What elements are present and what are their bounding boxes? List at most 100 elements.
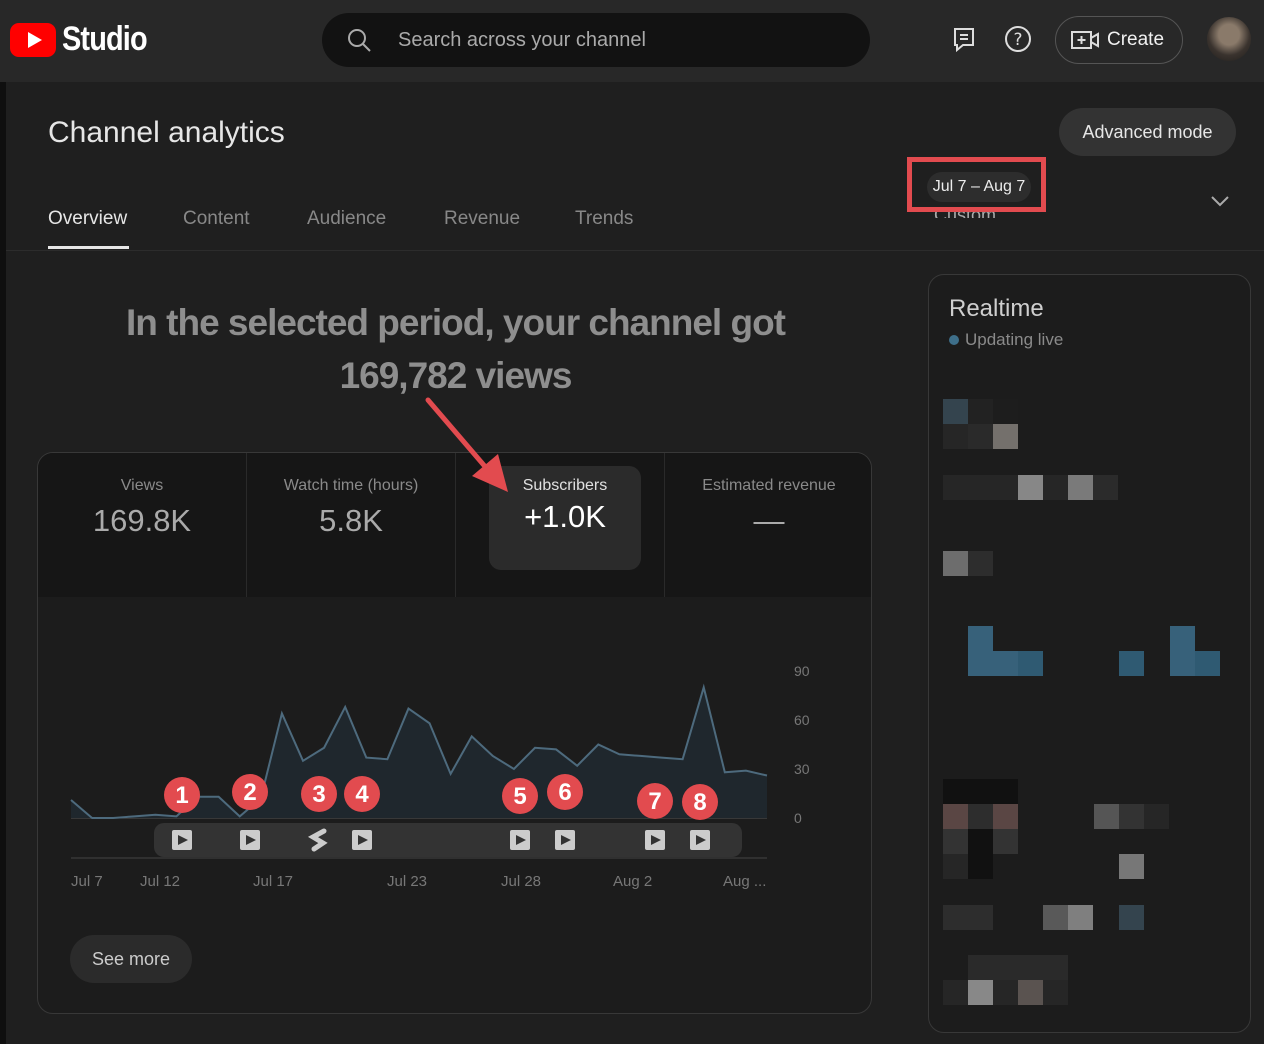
realtime-status: Updating live: [949, 330, 1063, 350]
redacted-pixel-block: [1018, 475, 1043, 500]
redacted-pixel-block: [1119, 804, 1144, 829]
redacted-pixel-block: [943, 804, 968, 829]
redacted-pixel-block: [968, 804, 993, 829]
tabs-divider: [6, 250, 1264, 251]
redacted-pixel-block: [993, 779, 1018, 804]
metric-value: 5.8K: [319, 503, 383, 538]
advanced-mode-button[interactable]: Advanced mode: [1059, 108, 1236, 156]
chevron-down-icon[interactable]: [1210, 194, 1230, 208]
annotation-number-badge: [164, 777, 200, 813]
help-icon[interactable]: ?: [1001, 22, 1035, 56]
upload-marker[interactable]: 5: [502, 778, 538, 850]
redacted-pixel-block: [1170, 626, 1195, 651]
create-label: Create: [1107, 29, 1165, 50]
play-icon: [561, 835, 571, 845]
tab-overview[interactable]: Overview: [48, 208, 128, 229]
redacted-pixel-block: [968, 651, 993, 676]
x-tick-label: Jul 7: [71, 873, 103, 890]
redacted-pixel-block: [943, 829, 968, 854]
redacted-pixel-block: [993, 475, 1018, 500]
search-icon: [348, 29, 371, 52]
metric-watch-time[interactable]: Watch time (hours) 5.8K: [247, 453, 455, 597]
redacted-pixel-block: [943, 424, 968, 449]
annotation-number-badge: [502, 778, 538, 814]
redacted-pixel-block: [968, 829, 993, 854]
headline-views: 169,782 views: [339, 355, 573, 396]
redacted-pixel-block: [1119, 651, 1144, 676]
upload-marker[interactable]: 6: [547, 774, 583, 850]
redacted-pixel-block: [1170, 651, 1195, 676]
redacted-pixel-block: [968, 551, 993, 576]
headline: In the selected period, your channel got…: [48, 296, 863, 402]
tab-content[interactable]: Content: [183, 208, 250, 229]
top-bar: Studio ? Create: [0, 0, 1264, 82]
tab-revenue[interactable]: Revenue: [444, 208, 521, 229]
studio-logo[interactable]: Studio: [10, 20, 162, 59]
annotation-highlight-box: [907, 157, 1046, 212]
redacted-pixel-block: [968, 475, 993, 500]
tab-trends[interactable]: Trends: [575, 208, 634, 229]
upload-markers-track: [154, 823, 742, 857]
metric-estimated-revenue[interactable]: Estimated revenue —: [665, 453, 871, 597]
metric-label: Views: [120, 477, 164, 494]
x-tick-label: Jul 12: [140, 873, 180, 890]
tab-audience[interactable]: Audience: [307, 208, 387, 229]
redacted-pixel-block: [1043, 955, 1068, 980]
y-tick-label: 0: [794, 810, 802, 826]
upload-marker[interactable]: 2: [232, 774, 268, 850]
realtime-status-label: Updating live: [965, 330, 1064, 349]
redacted-pixel-block: [943, 399, 968, 424]
redacted-pixel-block: [1068, 905, 1093, 930]
upload-marker[interactable]: 4: [344, 776, 380, 850]
subscribers-chart[interactable]: 90 60 30 0 Jul 7 Jul 12 Jul 17 Jul 23 Jul 28 Aug …: [38, 613, 872, 933]
redacted-pixel-block: [993, 804, 1018, 829]
realtime-title: Realtime: [949, 295, 1044, 322]
upload-marker[interactable]: 3: [301, 776, 337, 852]
annotation-number: 8: [693, 789, 706, 816]
upload-marker[interactable]: 1: [164, 777, 200, 850]
metrics-row: Views 169.8K Watch time (hours) 5.8K Sub…: [38, 453, 871, 597]
svg-text:?: ?: [1013, 30, 1022, 50]
redacted-pixel-block: [993, 829, 1018, 854]
search-input[interactable]: [396, 27, 820, 53]
create-video-icon: [1071, 31, 1099, 49]
y-tick-label: 30: [794, 761, 810, 777]
redacted-pixel-block: [993, 424, 1018, 449]
upload-marker[interactable]: 8: [682, 784, 718, 850]
redacted-pixel-block: [1018, 955, 1043, 980]
upload-marker[interactable]: 7: [637, 783, 673, 850]
redacted-pixel-block: [1195, 651, 1220, 676]
redacted-pixel-block: [1094, 804, 1119, 829]
feedback-icon[interactable]: [947, 22, 981, 56]
metric-divider: [246, 453, 247, 597]
y-tick-label: 60: [794, 712, 810, 728]
redacted-pixel-block: [1068, 475, 1093, 500]
redacted-pixel-block: [993, 980, 1018, 1005]
redacted-pixel-block: [968, 854, 993, 879]
x-tick-label: Jul 17: [253, 873, 293, 890]
redacted-pixel-block: [993, 399, 1018, 424]
active-tab-indicator: [48, 246, 129, 249]
see-more-button[interactable]: See more: [70, 935, 192, 983]
avatar[interactable]: [1207, 17, 1251, 61]
annotation-number-badge: [637, 783, 673, 819]
play-icon: [696, 835, 706, 845]
annotation-number: 2: [243, 779, 256, 806]
annotation-number: 5: [513, 783, 526, 810]
date-range-chip[interactable]: Jul 7 – Aug 7: [927, 172, 1031, 202]
annotation-number: 6: [558, 779, 571, 806]
metric-divider: [664, 453, 665, 597]
redacted-pixel-block: [943, 551, 968, 576]
play-icon: [358, 835, 368, 845]
create-button[interactable]: Create: [1055, 16, 1183, 64]
metric-divider: [455, 453, 456, 597]
metric-subscribers[interactable]: Subscribers +1.0K: [489, 466, 641, 570]
annotation-number-badge: [232, 774, 268, 810]
search-bar[interactable]: [322, 13, 870, 67]
x-tick-label: Aug ...: [723, 873, 766, 890]
redacted-pixel-block: [1043, 980, 1068, 1005]
redacted-pixel-block: [943, 779, 968, 804]
play-icon: [246, 835, 256, 845]
annotation-arrow-icon: [425, 397, 508, 492]
metric-views[interactable]: Views 169.8K: [38, 453, 246, 597]
